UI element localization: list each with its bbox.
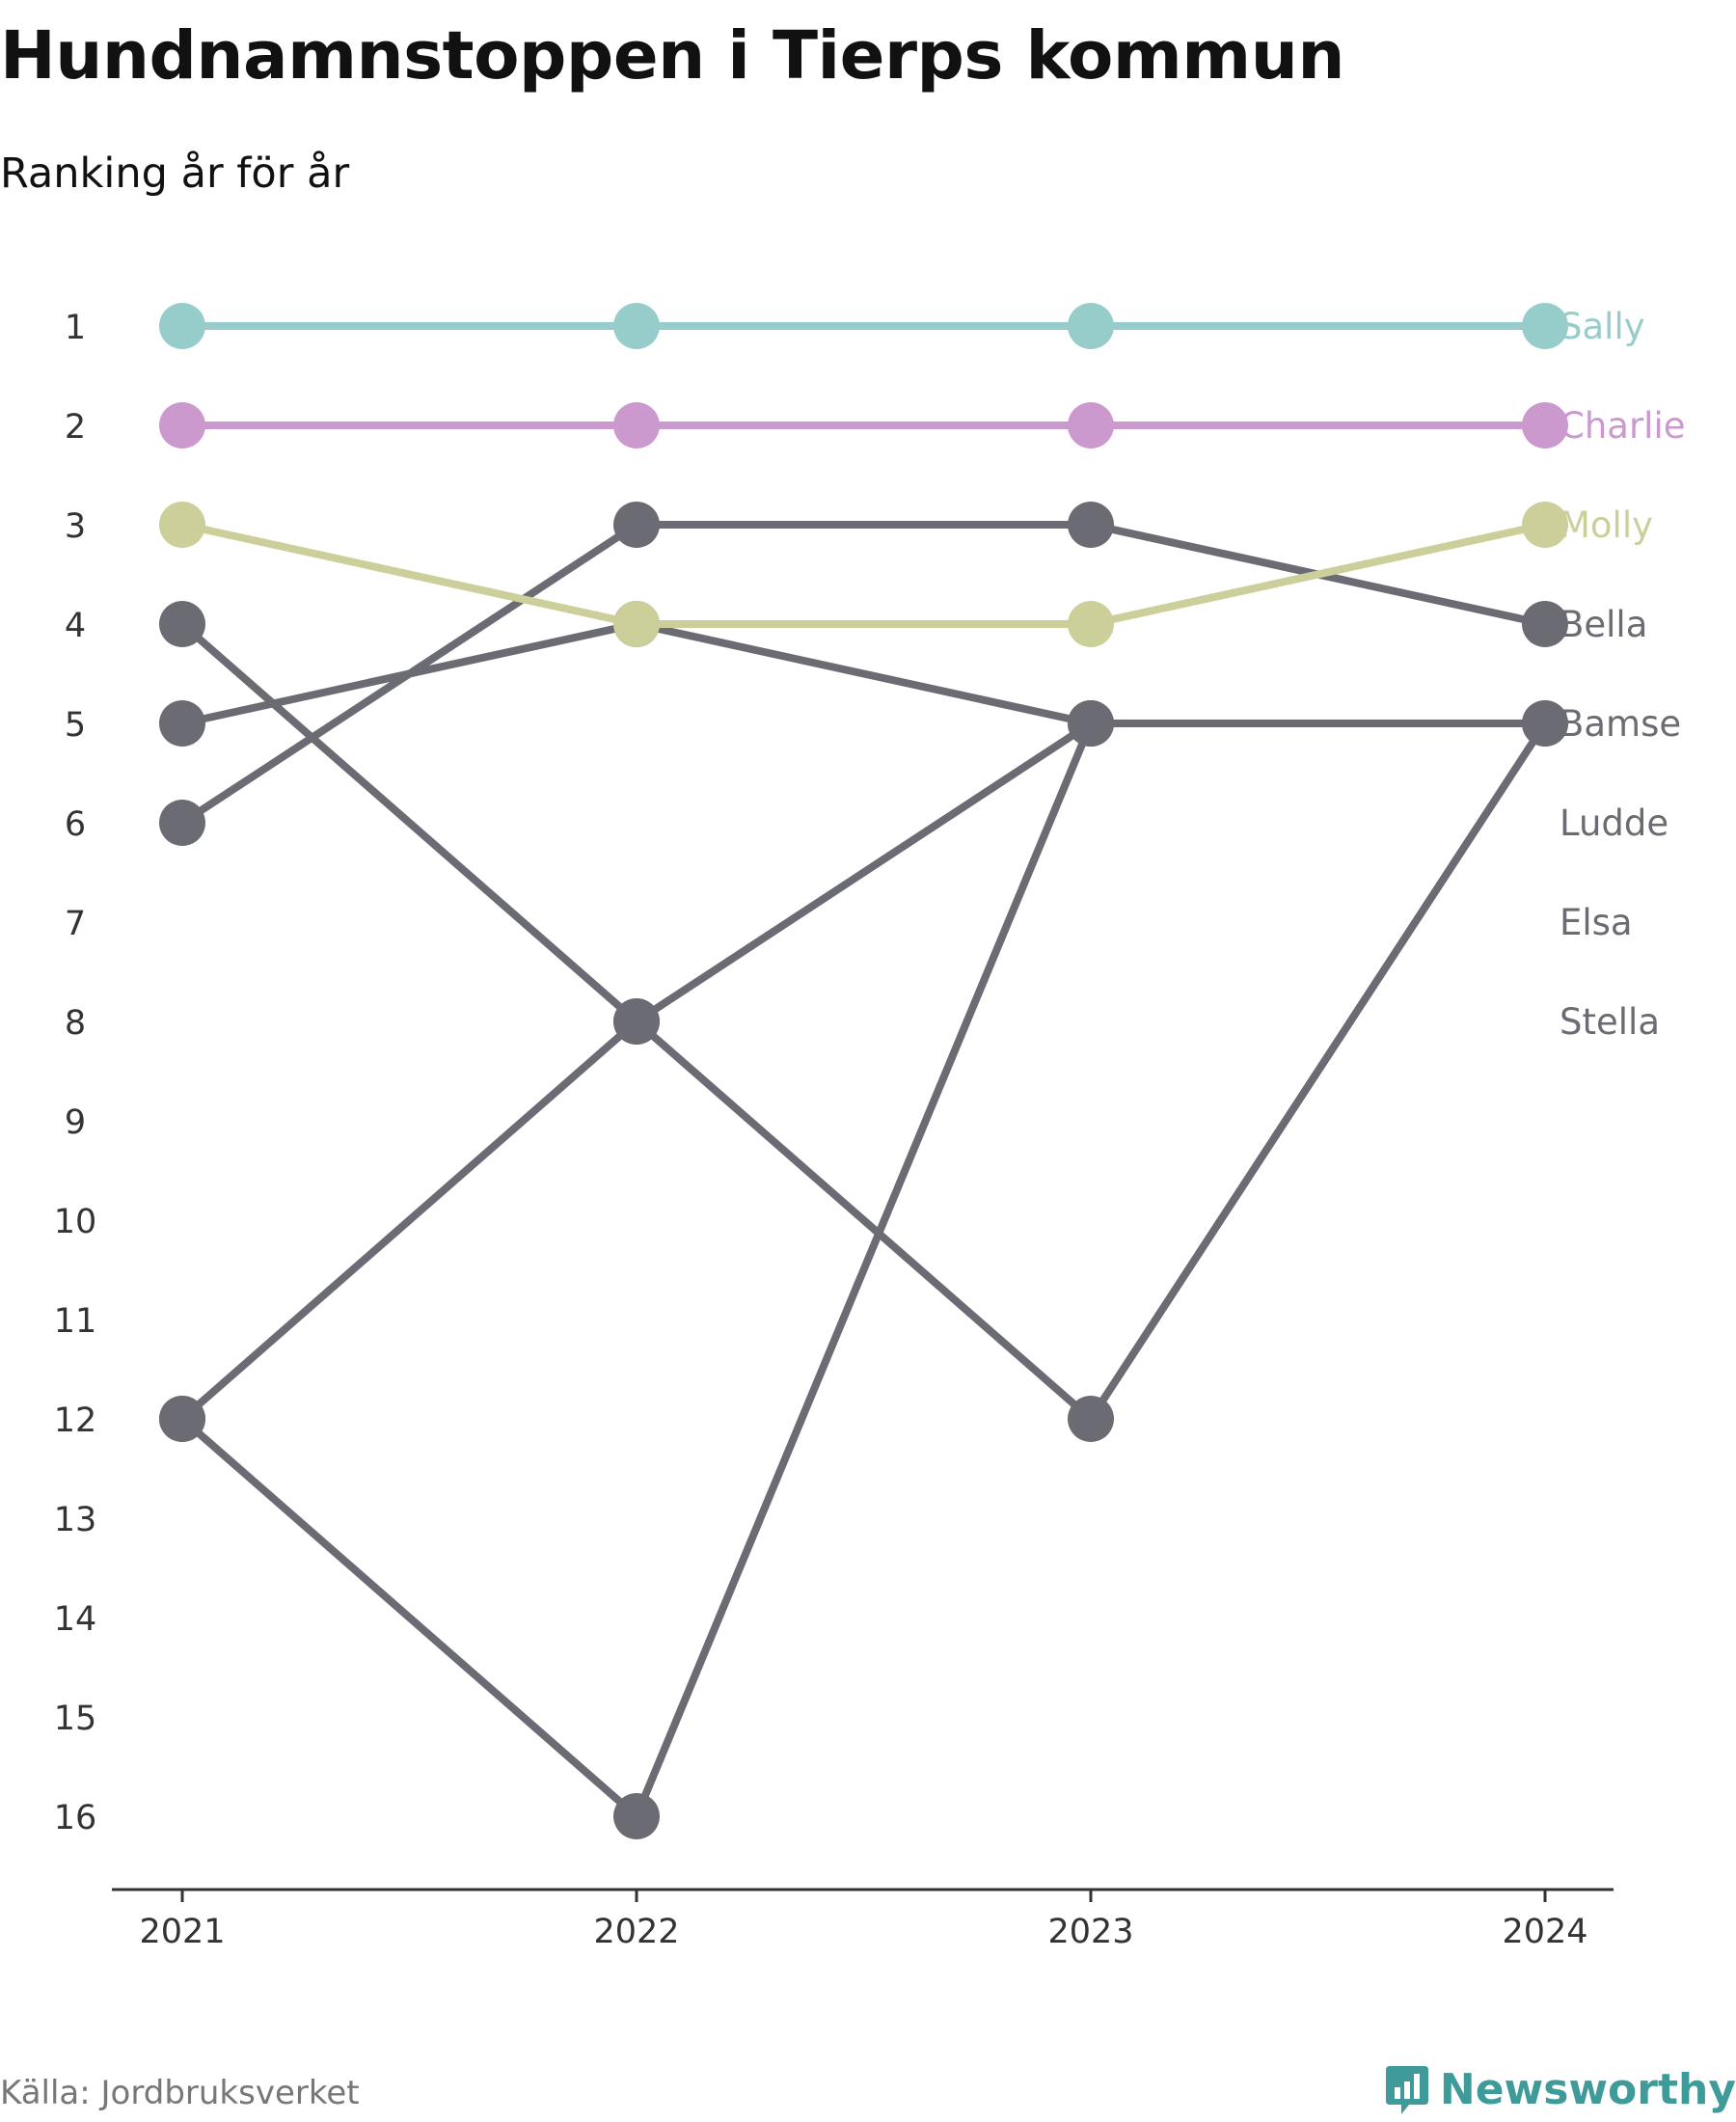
x-tick-label: 2022 bbox=[593, 1913, 679, 1951]
data-point bbox=[1522, 700, 1568, 747]
y-tick-label: 12 bbox=[54, 1401, 97, 1440]
newsworthy-logo: Newsworthy bbox=[1384, 2062, 1736, 2116]
data-point bbox=[613, 402, 660, 449]
data-point bbox=[159, 601, 205, 647]
series-line bbox=[181, 521, 1546, 628]
data-point bbox=[613, 998, 660, 1045]
data-point bbox=[159, 303, 205, 349]
y-tick-label: 3 bbox=[65, 507, 86, 546]
y-tick-label: 11 bbox=[54, 1302, 97, 1341]
series-label-stella: Stella bbox=[1560, 1001, 1660, 1043]
x-tick-label: 2023 bbox=[1047, 1913, 1133, 1951]
y-tick-label: 1 bbox=[65, 309, 86, 347]
y-tick-label: 7 bbox=[65, 905, 86, 943]
series-label-ludde: Ludde bbox=[1560, 803, 1668, 844]
source-note: Källa: Jordbruksverket bbox=[0, 2074, 360, 2112]
y-tick-label: 2 bbox=[65, 408, 86, 447]
y-tick-label: 9 bbox=[65, 1103, 86, 1142]
series-line bbox=[179, 720, 1545, 1820]
data-point bbox=[159, 402, 205, 449]
newsworthy-logo-icon bbox=[1385, 2066, 1428, 2114]
series-label-elsa: Elsa bbox=[1560, 902, 1633, 943]
data-point bbox=[1522, 402, 1568, 449]
data-point bbox=[1522, 601, 1568, 647]
brand-name: Newsworthy bbox=[1439, 2064, 1736, 2114]
y-tick-label: 13 bbox=[54, 1501, 97, 1539]
end-labels: Sally Charlie Molly Bella Bamse Ludde Elsa Stel… bbox=[1560, 306, 1686, 1043]
data-point bbox=[1522, 303, 1568, 349]
chart-title: Hundnamnstoppen i Tierps kommun bbox=[0, 17, 1344, 95]
series-label-bamse: Bamse bbox=[1560, 703, 1681, 745]
data-point bbox=[613, 502, 660, 548]
x-axis: 2021 2022 2023 2024 bbox=[112, 1888, 1614, 1951]
y-tick-label: 8 bbox=[65, 1004, 86, 1043]
data-point bbox=[613, 1793, 660, 1839]
y-tick-label: 4 bbox=[65, 607, 86, 645]
series-line bbox=[179, 620, 1549, 1423]
data-point bbox=[159, 700, 205, 747]
data-point bbox=[613, 303, 660, 349]
series-label-bella: Bella bbox=[1560, 604, 1647, 645]
series-layer bbox=[159, 303, 1568, 1839]
data-point bbox=[1068, 601, 1114, 647]
x-tick-label: 2021 bbox=[139, 1913, 225, 1951]
series-label-charlie: Charlie bbox=[1560, 405, 1686, 447]
data-point bbox=[1068, 502, 1114, 548]
data-point bbox=[1068, 303, 1114, 349]
y-tick-label: 5 bbox=[65, 706, 86, 745]
y-tick-label: 6 bbox=[65, 805, 86, 844]
data-point bbox=[1068, 402, 1114, 449]
data-point bbox=[1522, 502, 1568, 548]
data-point bbox=[613, 601, 660, 647]
series-sally bbox=[159, 303, 1568, 349]
series-charlie bbox=[159, 402, 1568, 449]
data-point bbox=[1068, 700, 1114, 747]
data-point bbox=[159, 800, 205, 846]
chart-subtitle: Ranking år för år bbox=[0, 150, 350, 198]
series-stella bbox=[159, 700, 1114, 1442]
data-point bbox=[159, 1396, 205, 1442]
series-molly bbox=[159, 502, 1568, 647]
y-tick-label: 10 bbox=[54, 1203, 97, 1241]
y-tick-label: 15 bbox=[54, 1700, 97, 1738]
series-label-molly: Molly bbox=[1560, 504, 1653, 546]
y-tick-label: 14 bbox=[54, 1600, 97, 1639]
series-line bbox=[179, 720, 1094, 1423]
series-label-sally: Sally bbox=[1560, 306, 1645, 347]
data-point bbox=[159, 502, 205, 548]
data-point bbox=[1068, 1396, 1114, 1442]
y-tick-label: 16 bbox=[54, 1799, 97, 1837]
x-tick-label: 2024 bbox=[1502, 1913, 1587, 1951]
